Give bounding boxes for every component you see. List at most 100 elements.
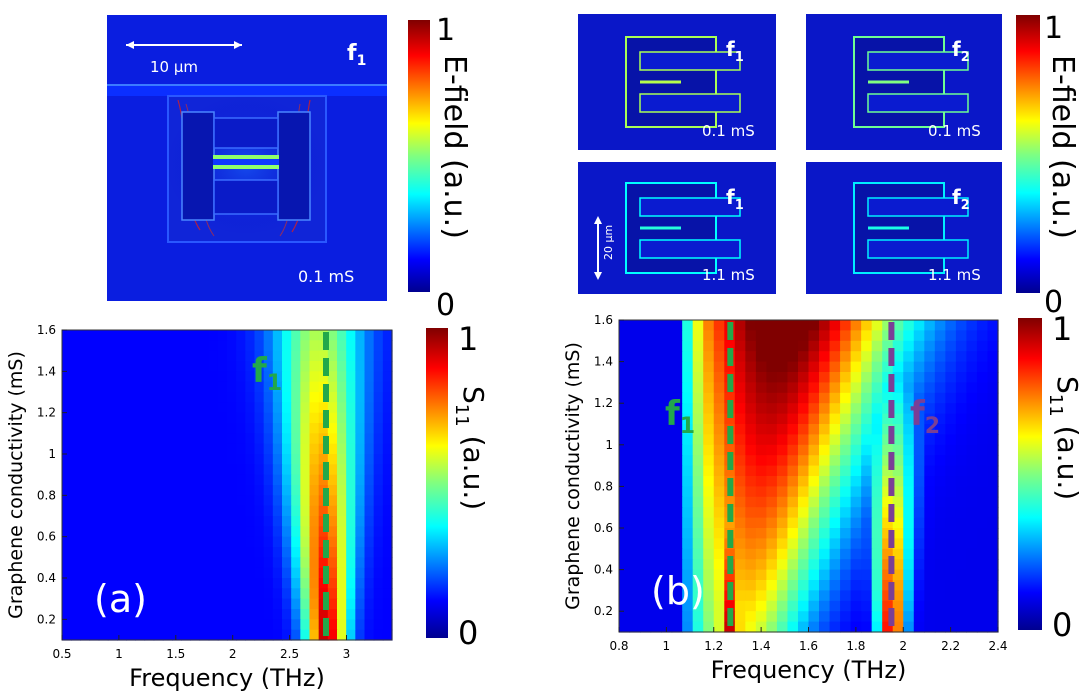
heatmap-cell — [62, 350, 72, 362]
heatmap-cell — [89, 350, 100, 362]
heatmap-cell — [80, 609, 91, 620]
heatmap-cell — [650, 580, 662, 591]
heatmap-cell — [682, 486, 694, 498]
heatmap-cell — [71, 536, 81, 548]
heatmap-cell — [126, 464, 136, 476]
heatmap-cell — [934, 507, 946, 519]
heatmap-cell — [776, 559, 789, 571]
heatmap-cell — [71, 392, 81, 403]
heatmap-cell — [661, 372, 673, 383]
heatmap-cell — [309, 402, 320, 414]
heatmap-cell — [840, 465, 852, 477]
heatmap-cell — [797, 569, 810, 581]
heatmap-cell — [98, 485, 109, 496]
heatmap-cell — [80, 423, 91, 434]
heatmap-cell — [382, 619, 393, 631]
heatmap-cell — [346, 454, 356, 465]
heatmap-cell — [682, 403, 694, 415]
heatmap-cell — [263, 340, 274, 352]
heatmap-cell — [355, 350, 366, 362]
heatmap-cell — [861, 507, 873, 519]
heatmap-cell — [364, 392, 375, 403]
heatmap-cell — [871, 559, 883, 571]
heatmap-cell — [382, 361, 393, 372]
heatmap-cell — [966, 517, 978, 529]
heatmap-cell — [976, 330, 989, 342]
heatmap-cell — [797, 403, 810, 415]
heatmap-cell — [682, 413, 694, 425]
heatmap-cell — [208, 598, 219, 610]
heatmap-cell — [703, 580, 715, 591]
heatmap-cell — [62, 361, 72, 372]
heatmap-cell — [934, 340, 946, 352]
heatmap-cell — [236, 423, 246, 434]
heatmap-cell — [135, 588, 146, 600]
heatmap-cell — [117, 557, 127, 569]
heatmap-cell — [263, 547, 274, 558]
heatmap-cell — [80, 588, 91, 600]
heatmap-cell — [903, 392, 915, 404]
resonance-label: f1 — [665, 394, 695, 439]
heatmap-cell — [913, 548, 925, 560]
heatmap-cell — [236, 443, 246, 455]
heatmap-cell — [327, 619, 338, 631]
heatmap-cell — [619, 496, 631, 508]
heatmap-cell — [272, 464, 283, 476]
heatmap-cell — [263, 392, 274, 403]
heatmap-cell — [98, 495, 109, 507]
heatmap-cell — [62, 464, 72, 476]
heatmap-cell — [80, 547, 91, 558]
heatmap-cell — [840, 486, 852, 498]
heatmap-cell — [364, 557, 375, 569]
x-tick-label: 1 — [115, 647, 123, 661]
heatmap-cell — [724, 444, 736, 456]
heatmap-cell — [135, 485, 146, 496]
heatmap-cell — [892, 569, 904, 581]
heatmap-cell — [291, 598, 301, 610]
heatmap-cell — [892, 528, 904, 539]
y-tick-label: 1 — [48, 447, 56, 461]
heatmap-cell — [126, 588, 136, 600]
heatmap-cell — [227, 505, 237, 517]
heatmap-cell — [924, 382, 936, 394]
heatmap-cell — [80, 381, 91, 393]
heatmap-cell — [797, 496, 810, 508]
heatmap-cell — [263, 557, 274, 569]
heatmap-cell — [364, 547, 375, 558]
x-tick-label: 0.5 — [52, 647, 71, 661]
heatmap-cell — [291, 454, 301, 465]
heatmap-cell — [71, 423, 81, 434]
heatmap-cell — [309, 381, 320, 393]
heatmap-cell — [619, 351, 631, 363]
heatmap-cell — [300, 536, 311, 548]
heatmap-cell — [703, 476, 715, 487]
heatmap-cell — [337, 505, 347, 517]
heatmap-cell — [966, 496, 978, 508]
heatmap-cell — [808, 372, 820, 383]
heatmap-cell — [337, 371, 347, 383]
heatmap-cell — [217, 350, 228, 362]
heatmap-cell — [976, 424, 989, 435]
heatmap-cell — [755, 600, 767, 612]
heatmap-cell — [208, 402, 219, 414]
heatmap-cell — [318, 423, 329, 434]
heatmap-cell — [934, 434, 946, 446]
heatmap-cell — [913, 538, 925, 550]
heatmap-cell — [966, 569, 978, 581]
heatmap-cell — [629, 382, 641, 394]
heatmap-cell — [819, 507, 831, 519]
heatmap-cell — [181, 526, 191, 538]
heatmap-cell — [850, 413, 862, 425]
heatmap-cell — [797, 528, 810, 539]
heatmap-cell — [117, 536, 127, 548]
heatmap-cell — [861, 496, 873, 508]
heatmap-cell — [629, 528, 641, 539]
heatmap-cell — [245, 402, 256, 414]
heatmap-cell — [62, 371, 72, 383]
heatmap-cell — [976, 372, 989, 383]
heatmap-cell — [227, 567, 237, 579]
heatmap-cell — [755, 444, 767, 456]
heatmap-cell — [819, 538, 831, 550]
heatmap-cell — [98, 619, 109, 631]
heatmap-cell — [80, 567, 91, 579]
